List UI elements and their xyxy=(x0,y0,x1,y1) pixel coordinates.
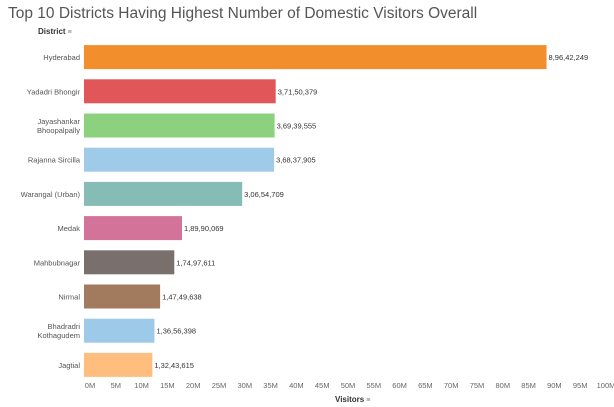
category-label: Jayashankar Bhoopalpally xyxy=(37,117,80,135)
value-label: 3,06,54,709 xyxy=(244,190,284,199)
category-label-line: Yadadri Bhongir xyxy=(27,87,81,96)
category-label-line: Mahbubnagar xyxy=(34,258,81,267)
value-label: 1,36,56,398 xyxy=(156,327,196,336)
x-tick-label: 40M xyxy=(289,381,304,390)
sort-icon[interactable]: ≡ xyxy=(366,397,371,404)
category-label: Rajanna Sircilla xyxy=(28,156,81,165)
category-label: Bhadradri Kothagudem xyxy=(37,322,80,340)
x-tick-label: 95M xyxy=(573,381,588,390)
category-label-line: Jayashankar xyxy=(37,117,80,126)
category-label: Yadadri Bhongir xyxy=(27,87,81,96)
bar[interactable] xyxy=(84,113,275,138)
category-label: Hyderabad xyxy=(43,53,80,62)
category-label-line: Medak xyxy=(57,224,80,233)
bar[interactable] xyxy=(84,181,243,206)
bar-row: Jayashankar Bhoopalpally 3,69,39,555 xyxy=(37,113,317,138)
bar-row: Rajanna Sircilla 3,68,37,905 xyxy=(28,147,316,172)
category-label: Mahbubnagar xyxy=(34,258,81,267)
x-tick-label: 85M xyxy=(521,381,536,390)
value-label: 3,69,39,555 xyxy=(277,122,317,131)
bar-row: Yadadri Bhongir 3,71,50,379 xyxy=(27,79,318,104)
bar[interactable] xyxy=(84,79,276,104)
x-tick-label: 55M xyxy=(367,381,382,390)
category-label-line: Bhoopalpally xyxy=(37,126,80,135)
x-axis-title[interactable]: Visitors ≡ xyxy=(335,395,370,404)
category-label: Medak xyxy=(57,224,80,233)
x-tick-label: 20M xyxy=(186,381,201,390)
x-tick-label: 80M xyxy=(496,381,511,390)
bar-row: Bhadradri Kothagudem 1,36,56,398 xyxy=(37,318,196,343)
x-tick-label: 90M xyxy=(547,381,562,390)
x-tick-label: 100M xyxy=(597,381,614,390)
x-tick-label: 0M xyxy=(85,381,95,390)
value-label: 1,47,49,638 xyxy=(162,293,202,302)
value-label: 1,74,97,611 xyxy=(176,258,215,267)
bar-row: Jagtial 1,32,43,615 xyxy=(58,352,194,377)
x-tick-label: 35M xyxy=(263,381,278,390)
category-label: Warangal (Urban) xyxy=(21,190,81,199)
row-header[interactable]: District ≡ xyxy=(38,27,72,36)
bar-row: Hyderabad 8,96,42,249 xyxy=(43,45,589,70)
category-label: Jagtial xyxy=(58,361,80,370)
bar[interactable] xyxy=(84,250,175,275)
row-header-label: District xyxy=(38,27,66,36)
x-tick-label: 15M xyxy=(160,381,175,390)
x-tick-label: 65M xyxy=(418,381,433,390)
bar[interactable] xyxy=(84,284,161,309)
x-tick-label: 70M xyxy=(444,381,459,390)
x-tick-label: 50M xyxy=(341,381,356,390)
chart-title: Top 10 Districts Having Highest Number o… xyxy=(8,5,478,22)
x-tick-label: 75M xyxy=(470,381,485,390)
category-label: Nirmal xyxy=(58,293,80,302)
x-tick-label: 60M xyxy=(392,381,407,390)
category-label-line: Warangal (Urban) xyxy=(21,190,81,199)
x-tick-label: 30M xyxy=(238,381,253,390)
sort-icon[interactable]: ≡ xyxy=(67,29,72,36)
bar-row: Warangal (Urban) 3,06,54,709 xyxy=(21,181,284,206)
category-label-line: Kothagudem xyxy=(37,331,80,340)
category-label-line: Rajanna Sircilla xyxy=(28,156,81,165)
bar[interactable] xyxy=(84,45,547,70)
value-label: 1,89,90,069 xyxy=(184,224,224,233)
bar[interactable] xyxy=(84,318,155,343)
bar[interactable] xyxy=(84,352,153,377)
bar-row: Mahbubnagar 1,74,97,611 xyxy=(34,250,215,275)
x-tick-label: 5M xyxy=(111,381,121,390)
category-label-line: Nirmal xyxy=(58,293,80,302)
category-label-line: Bhadradri xyxy=(47,322,80,331)
bars-layer: Hyderabad 8,96,42,249 Yadadri Bhongir 3,71,… xyxy=(21,45,589,377)
value-label: 8,96,42,249 xyxy=(549,53,589,62)
bar-row: Medak 1,89,90,069 xyxy=(57,216,224,241)
value-label: 3,71,50,379 xyxy=(278,87,318,96)
x-tick-label: 25M xyxy=(212,381,227,390)
value-label: 1,32,43,615 xyxy=(154,361,194,370)
x-tick-label: 45M xyxy=(315,381,330,390)
bar-row: Nirmal 1,47,49,638 xyxy=(58,284,202,309)
x-axis-ticks: 0M 5M 10M 15M 20M 25M 30M 35M 40M 45M 50M 55M 60M 65M… xyxy=(85,381,614,390)
category-label-line: Hyderabad xyxy=(43,53,80,62)
x-axis-title-label: Visitors xyxy=(335,395,365,404)
value-label: 3,68,37,905 xyxy=(276,156,316,165)
bar[interactable] xyxy=(84,147,275,172)
bar[interactable] xyxy=(84,216,182,241)
category-label-line: Jagtial xyxy=(58,361,80,370)
x-tick-label: 10M xyxy=(134,381,149,390)
